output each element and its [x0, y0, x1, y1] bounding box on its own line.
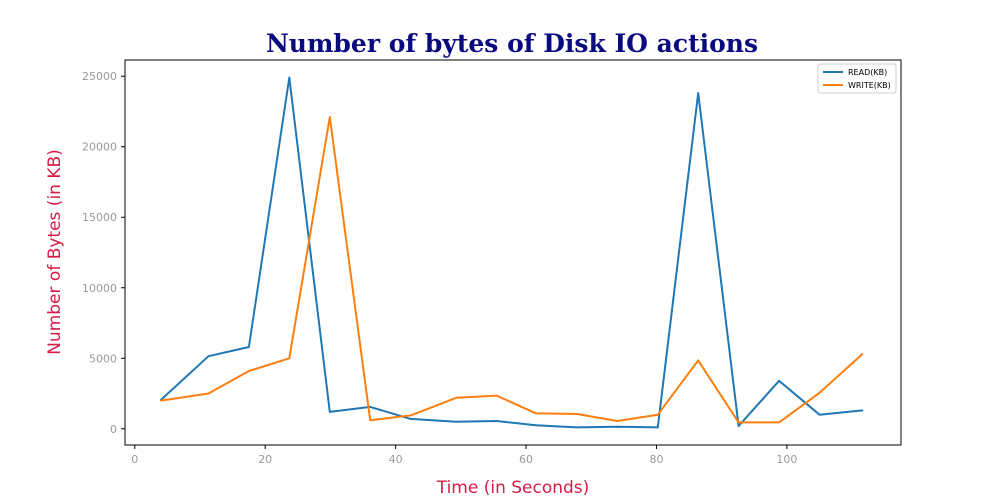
y-axis-ticks: 0 5000 10000 15000 20000 25000: [82, 70, 125, 436]
data-point-read-kb: [207, 355, 210, 358]
data-point-read-kb: [737, 425, 740, 427]
data-point-write-kb: [534, 412, 537, 415]
data-point-read-kb: [328, 410, 331, 413]
data-point-read-kb: [778, 379, 780, 382]
chart-title: Number of bytes of Disk IO actions: [266, 29, 758, 58]
legend: READ(KB) WRITE(KB): [817, 63, 897, 94]
data-point-write-kb: [288, 357, 291, 360]
plot-frame: [124, 59, 902, 446]
y-tick-label: 0: [110, 423, 117, 436]
data-point-read-kb: [818, 413, 821, 416]
data-point-write-kb: [247, 370, 250, 372]
data-point-read-kb: [369, 406, 372, 408]
data-point-write-kb: [455, 396, 458, 399]
y-axis-label: Number of Bytes (in KB): [45, 149, 65, 355]
data-point-read-kb: [534, 424, 537, 427]
y-tick-label: 10000: [82, 282, 117, 295]
data-point-write-kb: [207, 392, 210, 395]
x-tick-label: 100: [776, 453, 797, 466]
data-point-read-kb: [861, 409, 864, 412]
y-tick-label: 20000: [82, 141, 117, 154]
data-point-write-kb: [409, 414, 412, 417]
data-point-write-kb: [369, 419, 372, 422]
data-point-write-kb: [495, 394, 498, 397]
y-tick-label: 25000: [82, 70, 117, 83]
data-point-read-kb: [697, 92, 700, 95]
data-point-write-kb: [697, 359, 700, 362]
x-axis-label: Time (in Seconds): [436, 478, 590, 498]
x-tick-label: 20: [258, 453, 272, 466]
series-line-write-kb: [160, 116, 864, 424]
data-point-write-kb: [576, 413, 578, 415]
data-point-read-kb: [616, 425, 619, 428]
data-point-read-kb: [409, 418, 412, 420]
legend-label: READ(KB): [848, 68, 887, 77]
data-point-read-kb: [288, 76, 291, 79]
legend-label: WRITE(KB): [848, 81, 891, 90]
data-point-write-kb: [861, 353, 864, 355]
data-point-read-kb: [247, 346, 250, 348]
x-tick-label: 80: [649, 453, 663, 466]
data-point-read-kb: [455, 420, 458, 423]
data-point-write-kb: [778, 421, 780, 424]
x-tick-label: 40: [389, 453, 403, 466]
data-point-write-kb: [159, 399, 162, 402]
data-point-write-kb: [328, 116, 331, 119]
y-tick-label: 5000: [89, 352, 117, 365]
series-lines: [159, 76, 864, 429]
data-point-write-kb: [737, 421, 740, 424]
data-point-write-kb: [818, 391, 821, 394]
series-line-read-kb: [160, 76, 863, 429]
y-tick-label: 15000: [82, 211, 117, 224]
x-tick-label: 60: [519, 453, 533, 466]
x-tick-label: 0: [131, 453, 138, 466]
data-point-write-kb: [616, 420, 619, 422]
x-axis-ticks: 0 20 40 60 80 100: [131, 445, 797, 466]
data-point-read-kb: [495, 420, 498, 422]
data-point-read-kb: [576, 426, 578, 429]
data-point-write-kb: [656, 413, 659, 416]
data-point-read-kb: [656, 426, 659, 429]
